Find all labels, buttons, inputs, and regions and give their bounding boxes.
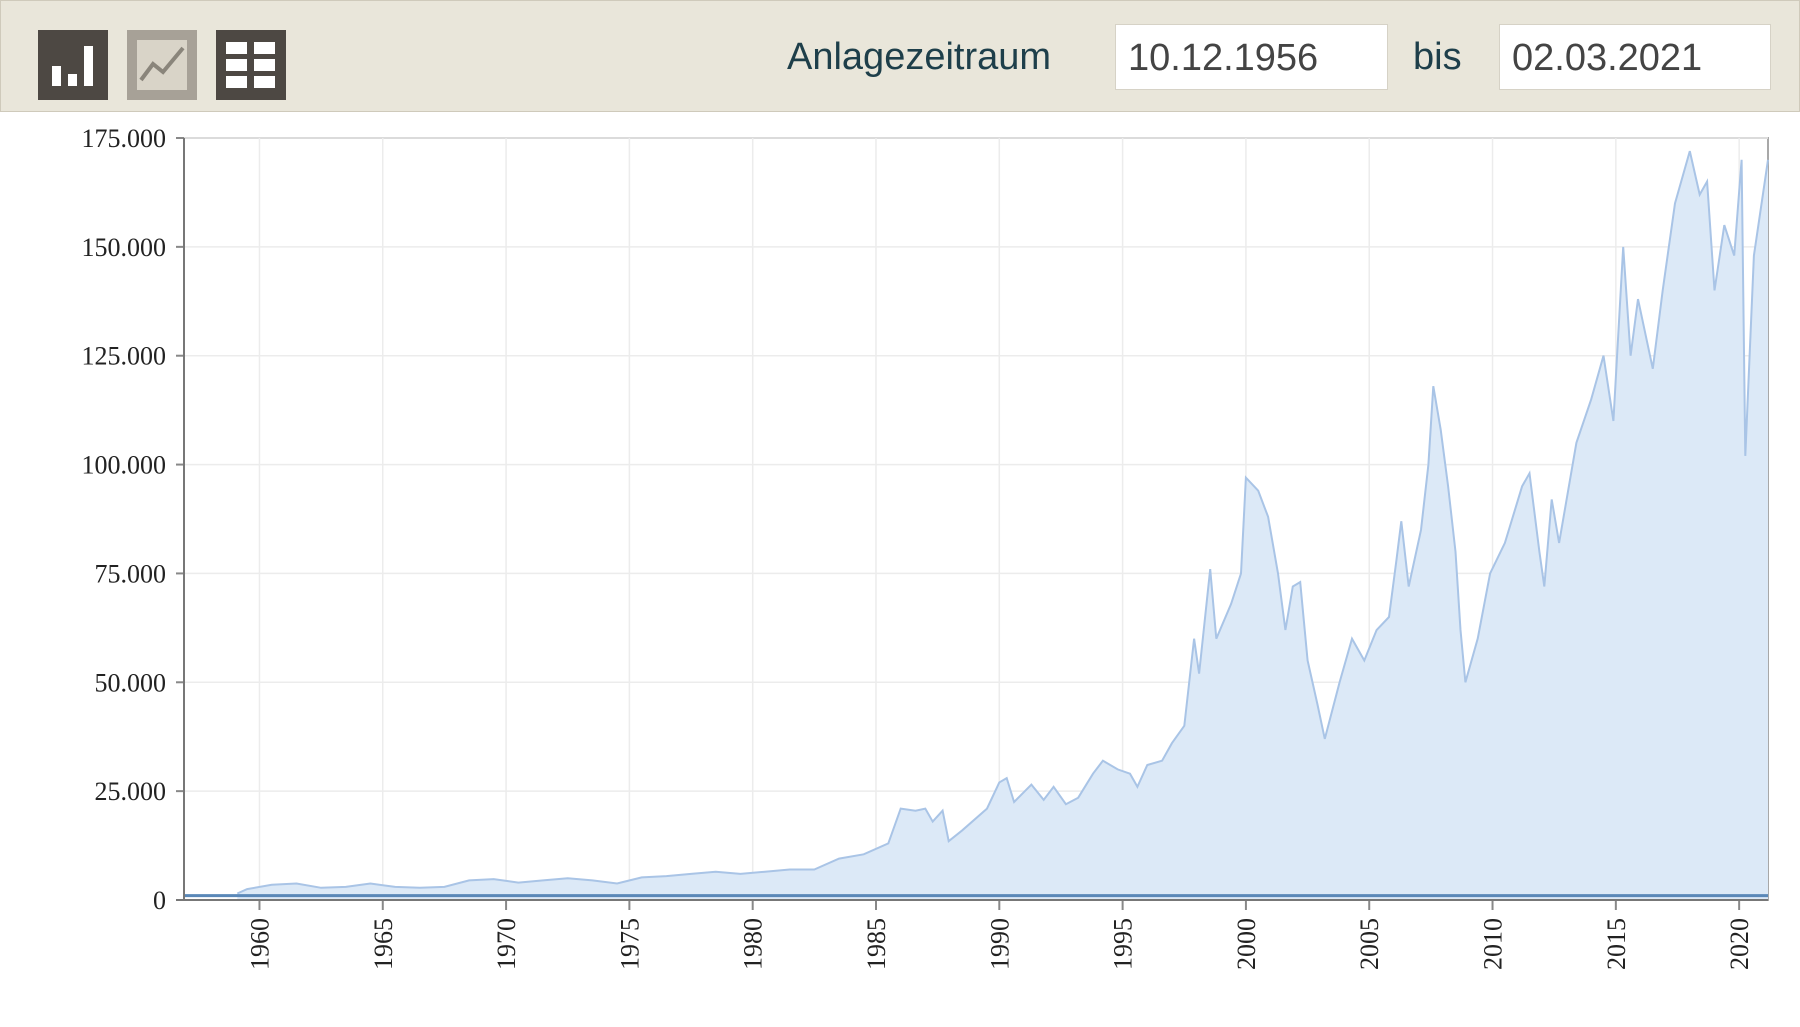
icon: [226, 42, 275, 88]
x-tick-label: 2010: [1479, 918, 1508, 970]
y-tick-label: 175.000: [82, 124, 167, 153]
bar-chart-button[interactable]: [38, 30, 108, 100]
line-chart-button[interactable]: [127, 30, 197, 100]
y-tick-label: 0: [153, 886, 166, 915]
x-tick-label: 1960: [245, 918, 274, 970]
chart: 0 25.000 50.000 75.000 100.000 125.000 150.000…: [82, 124, 1769, 970]
y-tick-label: 150.000: [82, 233, 167, 262]
y-tick-label: 25.000: [95, 777, 167, 806]
period-label: Anlagezeitraum: [787, 36, 1052, 78]
icon: [137, 40, 187, 90]
x-tick-label: 1985: [862, 918, 891, 970]
x-tick-label: 1990: [985, 918, 1014, 970]
x-tick-label: 1975: [615, 918, 644, 970]
area-line: [236, 150, 1769, 895]
x-tick-label: 2020: [1725, 918, 1754, 970]
table-button[interactable]: [216, 30, 286, 100]
x-tick-label: 1995: [1109, 918, 1138, 970]
x-tick-label: 2005: [1355, 918, 1384, 970]
area-fill: [237, 151, 1769, 901]
x-tick-label: 2015: [1602, 918, 1631, 970]
end-date-input[interactable]: 02.03.2021: [1499, 24, 1771, 90]
start-date-input[interactable]: 10.12.1956: [1115, 24, 1388, 90]
x-tick-label: 1970: [492, 918, 521, 970]
x-tick-label: 2000: [1232, 918, 1261, 970]
icon: [52, 46, 93, 86]
y-tick-label: 125.000: [82, 342, 167, 371]
x-tick-label: 1980: [739, 918, 768, 970]
y-tick-label: 75.000: [95, 559, 167, 588]
x-tick-label: 1965: [369, 918, 398, 970]
toolbar: Anlagezeitraum 10.12.1956 bis 02.03.2021: [0, 0, 1800, 112]
y-tick-label: 50.000: [95, 668, 167, 697]
y-tick-label: 100.000: [82, 451, 167, 480]
separator: bis: [1413, 36, 1462, 78]
